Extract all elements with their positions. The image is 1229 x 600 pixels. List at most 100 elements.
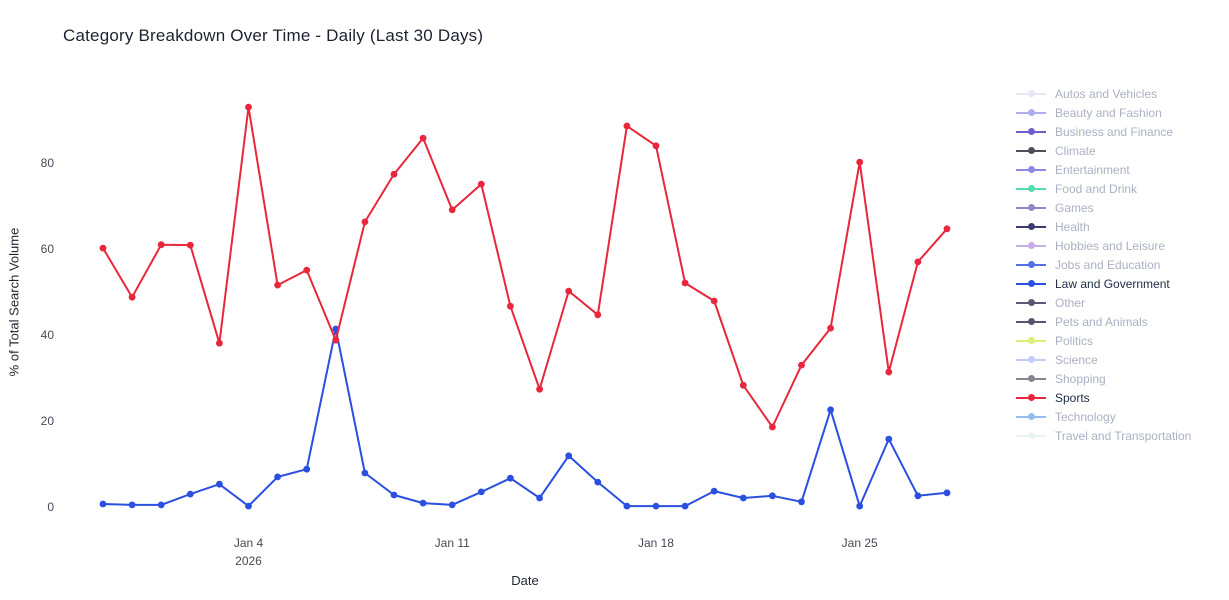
legend-item-travel-and-transportation[interactable]: Travel and Transportation <box>1016 426 1191 445</box>
data-point-sports[interactable] <box>419 134 427 142</box>
legend-swatch-icon <box>1016 89 1046 98</box>
data-point-law-and-government[interactable] <box>798 498 805 506</box>
legend-swatch-icon <box>1016 412 1046 421</box>
data-point-sports[interactable] <box>827 324 834 332</box>
legend-item-climate[interactable]: Climate <box>1016 141 1191 160</box>
data-point-sports[interactable] <box>186 241 194 249</box>
data-point-law-and-government[interactable] <box>856 502 864 510</box>
data-point-sports[interactable] <box>448 206 456 214</box>
legend-swatch-icon <box>1016 393 1046 402</box>
data-point-sports[interactable] <box>885 368 893 376</box>
data-point-law-and-government[interactable] <box>623 502 631 510</box>
legend-item-food-and-drink[interactable]: Food and Drink <box>1016 179 1191 198</box>
data-point-law-and-government[interactable] <box>769 492 776 500</box>
data-point-sports[interactable] <box>128 293 136 301</box>
data-point-law-and-government[interactable] <box>943 489 951 497</box>
legend-item-autos-and-vehicles[interactable]: Autos and Vehicles <box>1016 84 1191 103</box>
legend-item-shopping[interactable]: Shopping <box>1016 369 1191 388</box>
data-point-law-and-government[interactable] <box>739 494 747 502</box>
data-point-law-and-government[interactable] <box>128 501 136 509</box>
data-point-law-and-government[interactable] <box>448 501 456 509</box>
data-point-sports[interactable] <box>332 336 340 344</box>
legend-item-label: Autos and Vehicles <box>1055 86 1158 101</box>
data-point-sports[interactable] <box>769 423 776 431</box>
data-point-law-and-government[interactable] <box>710 487 718 495</box>
data-point-law-and-government[interactable] <box>99 500 107 508</box>
data-point-sports[interactable] <box>914 258 922 266</box>
data-point-sports[interactable] <box>361 218 369 226</box>
legend-swatch-icon <box>1016 336 1046 345</box>
data-point-law-and-government[interactable] <box>885 435 893 443</box>
legend-item-entertainment[interactable]: Entertainment <box>1016 160 1191 179</box>
legend-item-other[interactable]: Other <box>1016 293 1191 312</box>
data-point-sports[interactable] <box>565 287 573 295</box>
data-point-law-and-government[interactable] <box>245 502 252 510</box>
data-point-law-and-government[interactable] <box>361 469 369 477</box>
legend-item-business-and-finance[interactable]: Business and Finance <box>1016 122 1191 141</box>
data-point-sports[interactable] <box>157 241 165 249</box>
data-point-sports[interactable] <box>507 302 514 310</box>
series-line-law-and-government[interactable] <box>102 328 948 508</box>
data-point-law-and-government[interactable] <box>274 473 281 481</box>
legend-item-label: Technology <box>1055 409 1116 424</box>
legend-item-label: Climate <box>1055 143 1096 158</box>
legend-swatch-icon <box>1016 222 1046 231</box>
legend-item-label: Shopping <box>1055 371 1106 386</box>
data-point-sports[interactable] <box>623 122 631 130</box>
legend-swatch-icon <box>1016 241 1046 250</box>
data-point-sports[interactable] <box>856 158 864 166</box>
data-point-law-and-government[interactable] <box>914 492 922 500</box>
legend-item-technology[interactable]: Technology <box>1016 407 1191 426</box>
data-point-sports[interactable] <box>943 225 951 233</box>
data-point-law-and-government[interactable] <box>419 499 427 507</box>
data-point-law-and-government[interactable] <box>536 494 543 502</box>
data-point-law-and-government[interactable] <box>507 474 514 482</box>
data-point-sports[interactable] <box>798 361 805 369</box>
legend-item-jobs-and-education[interactable]: Jobs and Education <box>1016 255 1191 274</box>
data-point-sports[interactable] <box>681 279 689 287</box>
legend-item-health[interactable]: Health <box>1016 217 1191 236</box>
legend-item-label: Travel and Transportation <box>1055 428 1192 443</box>
x-tick-label: Jan 4 <box>234 536 264 550</box>
legend-item-pets-and-animals[interactable]: Pets and Animals <box>1016 312 1191 331</box>
data-point-law-and-government[interactable] <box>157 501 165 509</box>
data-point-law-and-government[interactable] <box>186 490 194 498</box>
data-point-sports[interactable] <box>274 281 281 289</box>
legend-item-politics[interactable]: Politics <box>1016 331 1191 350</box>
data-point-sports[interactable] <box>536 385 543 393</box>
legend-swatch-icon <box>1016 298 1046 307</box>
legend-swatch-icon <box>1016 203 1046 212</box>
series-line-sports[interactable] <box>102 106 948 428</box>
data-point-law-and-government[interactable] <box>477 488 485 496</box>
data-point-sports[interactable] <box>739 381 747 389</box>
data-point-law-and-government[interactable] <box>216 480 223 488</box>
legend-swatch-icon <box>1016 165 1046 174</box>
legend-swatch-icon <box>1016 317 1046 326</box>
data-point-law-and-government[interactable] <box>594 478 602 486</box>
data-point-sports[interactable] <box>216 339 223 347</box>
legend-item-law-and-government[interactable]: Law and Government <box>1016 274 1191 293</box>
legend-item-science[interactable]: Science <box>1016 350 1191 369</box>
legend-item-hobbies-and-leisure[interactable]: Hobbies and Leisure <box>1016 236 1191 255</box>
data-point-sports[interactable] <box>477 180 485 188</box>
legend: Autos and Vehicles Beauty and Fashion Busi… <box>1016 84 1191 445</box>
data-point-law-and-government[interactable] <box>652 502 660 510</box>
data-point-sports[interactable] <box>710 297 718 305</box>
legend-item-games[interactable]: Games <box>1016 198 1191 217</box>
data-point-law-and-government[interactable] <box>390 491 398 499</box>
data-point-sports[interactable] <box>99 244 107 252</box>
data-point-sports[interactable] <box>303 266 311 274</box>
legend-item-beauty-and-fashion[interactable]: Beauty and Fashion <box>1016 103 1191 122</box>
legend-item-label: Sports <box>1055 390 1090 405</box>
data-point-law-and-government[interactable] <box>681 502 689 510</box>
data-point-law-and-government[interactable] <box>303 465 311 473</box>
data-point-sports[interactable] <box>245 103 252 111</box>
data-point-law-and-government[interactable] <box>827 406 834 414</box>
data-point-law-and-government[interactable] <box>565 452 573 460</box>
y-tick-label: 60 <box>41 242 55 256</box>
data-point-sports[interactable] <box>390 170 398 178</box>
legend-item-sports[interactable]: Sports <box>1016 388 1191 407</box>
data-point-sports[interactable] <box>594 311 602 319</box>
data-point-sports[interactable] <box>652 142 660 150</box>
